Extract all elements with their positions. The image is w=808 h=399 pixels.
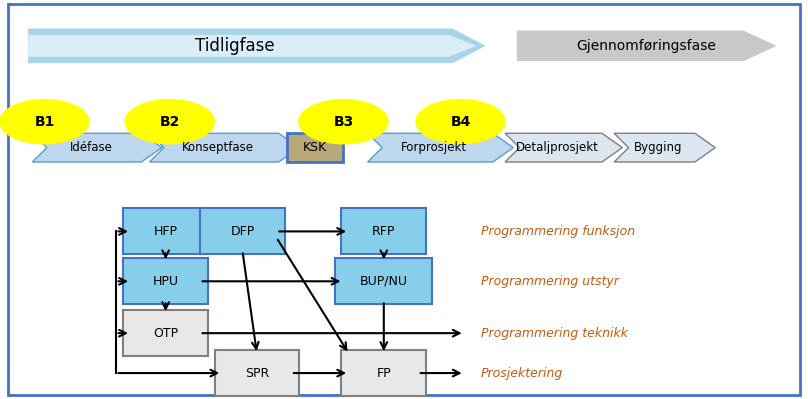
- Polygon shape: [614, 133, 715, 162]
- Text: B1: B1: [34, 115, 55, 129]
- Text: KSK: KSK: [303, 141, 327, 154]
- Text: B4: B4: [450, 115, 471, 129]
- Polygon shape: [505, 133, 622, 162]
- Text: Programmering funksjon: Programmering funksjon: [481, 225, 635, 238]
- Polygon shape: [368, 133, 513, 162]
- FancyBboxPatch shape: [123, 310, 208, 356]
- Polygon shape: [32, 133, 162, 162]
- FancyBboxPatch shape: [341, 209, 427, 255]
- Circle shape: [125, 100, 214, 144]
- Polygon shape: [149, 133, 299, 162]
- FancyArrow shape: [28, 35, 477, 57]
- Text: DFP: DFP: [230, 225, 255, 238]
- Text: Programmering teknikk: Programmering teknikk: [481, 327, 628, 340]
- Text: BUP/NU: BUP/NU: [360, 275, 408, 288]
- FancyArrow shape: [28, 29, 485, 63]
- Text: Gjennomføringsfase: Gjennomføringsfase: [576, 39, 717, 53]
- Text: Prosjektering: Prosjektering: [481, 367, 563, 379]
- Text: HPU: HPU: [153, 275, 179, 288]
- Text: RFP: RFP: [372, 225, 395, 238]
- FancyBboxPatch shape: [123, 259, 208, 304]
- FancyBboxPatch shape: [200, 209, 285, 255]
- FancyBboxPatch shape: [287, 133, 343, 162]
- Text: Detaljprosjekt: Detaljprosjekt: [516, 141, 599, 154]
- Text: FP: FP: [377, 367, 391, 379]
- FancyBboxPatch shape: [123, 209, 208, 255]
- Text: Tidligfase: Tidligfase: [195, 37, 274, 55]
- Text: HFP: HFP: [154, 225, 178, 238]
- Circle shape: [299, 100, 388, 144]
- Text: Idéfase: Idéfase: [69, 141, 112, 154]
- Text: Konseptfase: Konseptfase: [182, 141, 255, 154]
- Text: Forprosjekt: Forprosjekt: [402, 141, 467, 154]
- Text: OTP: OTP: [153, 327, 179, 340]
- FancyArrow shape: [517, 31, 776, 61]
- FancyBboxPatch shape: [341, 350, 427, 396]
- Text: B2: B2: [159, 115, 180, 129]
- Circle shape: [416, 100, 505, 144]
- Text: Programmering utstyr: Programmering utstyr: [481, 275, 619, 288]
- Circle shape: [0, 100, 89, 144]
- Text: Bygging: Bygging: [634, 141, 683, 154]
- Text: SPR: SPR: [245, 367, 269, 379]
- Text: B3: B3: [333, 115, 354, 129]
- FancyBboxPatch shape: [215, 350, 300, 396]
- FancyBboxPatch shape: [335, 259, 432, 304]
